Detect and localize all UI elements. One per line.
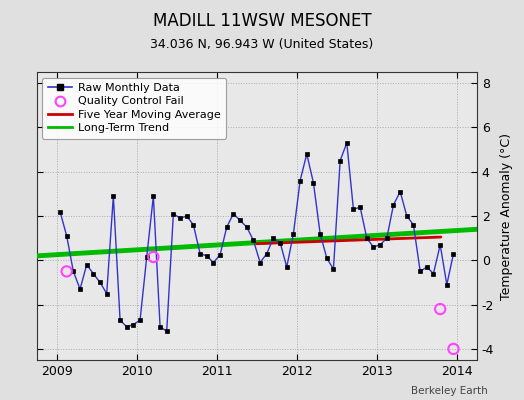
Point (62, 268, 71, 274)
Point (449, 346, 457, 352)
Y-axis label: Temperature Anomaly (°C): Temperature Anomaly (°C) (499, 132, 512, 300)
Legend: Raw Monthly Data, Quality Control Fail, Five Year Moving Average, Long-Term Tren: Raw Monthly Data, Quality Control Fail, … (42, 78, 226, 139)
Point (149, 254, 158, 260)
Text: MADILL 11WSW MESONET: MADILL 11WSW MESONET (152, 12, 372, 30)
Point (436, 306, 444, 312)
Text: Berkeley Earth: Berkeley Earth (411, 386, 487, 396)
Text: 34.036 N, 96.943 W (United States): 34.036 N, 96.943 W (United States) (150, 38, 374, 51)
